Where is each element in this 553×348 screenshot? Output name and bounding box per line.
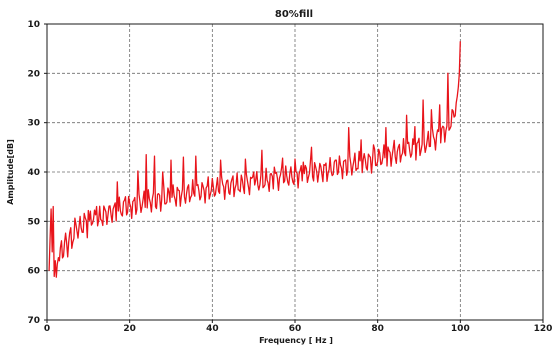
x-tick-label: 60 [289, 324, 302, 334]
x-axis-label: Frequency [ Hz ] [259, 336, 333, 345]
y-tick-label: 70 [27, 316, 40, 326]
x-tick-label: 0 [44, 324, 50, 334]
y-axis-label: Amplitude[dB] [6, 139, 15, 205]
x-tick-label: 40 [206, 324, 219, 334]
y-tick-label: 50 [27, 217, 40, 227]
x-tick-label: 20 [123, 324, 136, 334]
series-layer [48, 41, 461, 278]
axis-ticks: 0 20 40 60 80 100 120 10 20 30 40 50 60 70 [27, 20, 552, 334]
y-tick-label: 30 [27, 119, 40, 129]
chart-title: 80%fill [275, 9, 313, 20]
x-tick-label: 120 [534, 324, 553, 334]
y-tick-label: 60 [27, 267, 40, 277]
series-line [48, 41, 461, 278]
y-tick-label: 10 [27, 20, 40, 30]
x-tick-label: 80 [371, 324, 384, 334]
y-tick-label: 20 [27, 69, 40, 79]
y-tick-label: 40 [27, 168, 40, 178]
x-tick-label: 100 [451, 324, 470, 334]
